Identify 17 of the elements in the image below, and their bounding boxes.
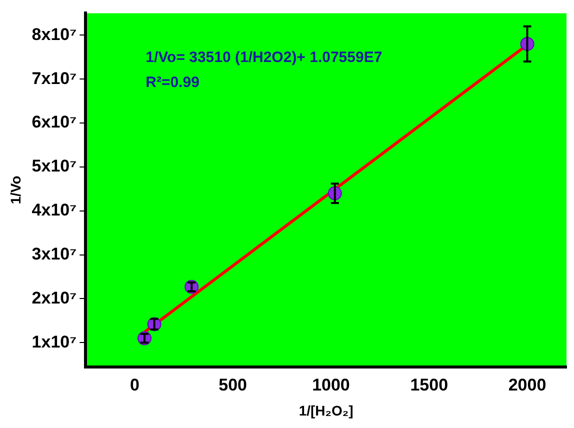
x-tick-label: 1500 (410, 376, 448, 395)
x-tick-label: 1000 (312, 376, 350, 395)
x-tick-label: 500 (218, 376, 248, 395)
y-tick-label: 7x10⁷ (32, 68, 77, 88)
x-tick-label: 0 (130, 376, 140, 395)
y-tick-label: 4x10⁷ (32, 200, 77, 220)
annotation: R²=0.99 (146, 74, 200, 91)
y-tick-label: 6x10⁷ (32, 112, 77, 132)
y-tick-label: 1x10⁷ (32, 332, 77, 352)
y-tick-label: 2x10⁷ (32, 288, 77, 308)
x-axis-title: 1/[H₂O₂] (298, 402, 354, 418)
y-tick-label: 3x10⁷ (32, 244, 77, 264)
y-tick-label: 8x10⁷ (32, 24, 77, 44)
y-axis-title: 1/Vo (7, 176, 24, 204)
x-tick-label: 2000 (508, 376, 546, 395)
annotation: 1/Vo= 33510 (1/H2O2)+ 1.07559E7 (146, 48, 382, 66)
y-tick-label: 5x10⁷ (32, 156, 77, 176)
